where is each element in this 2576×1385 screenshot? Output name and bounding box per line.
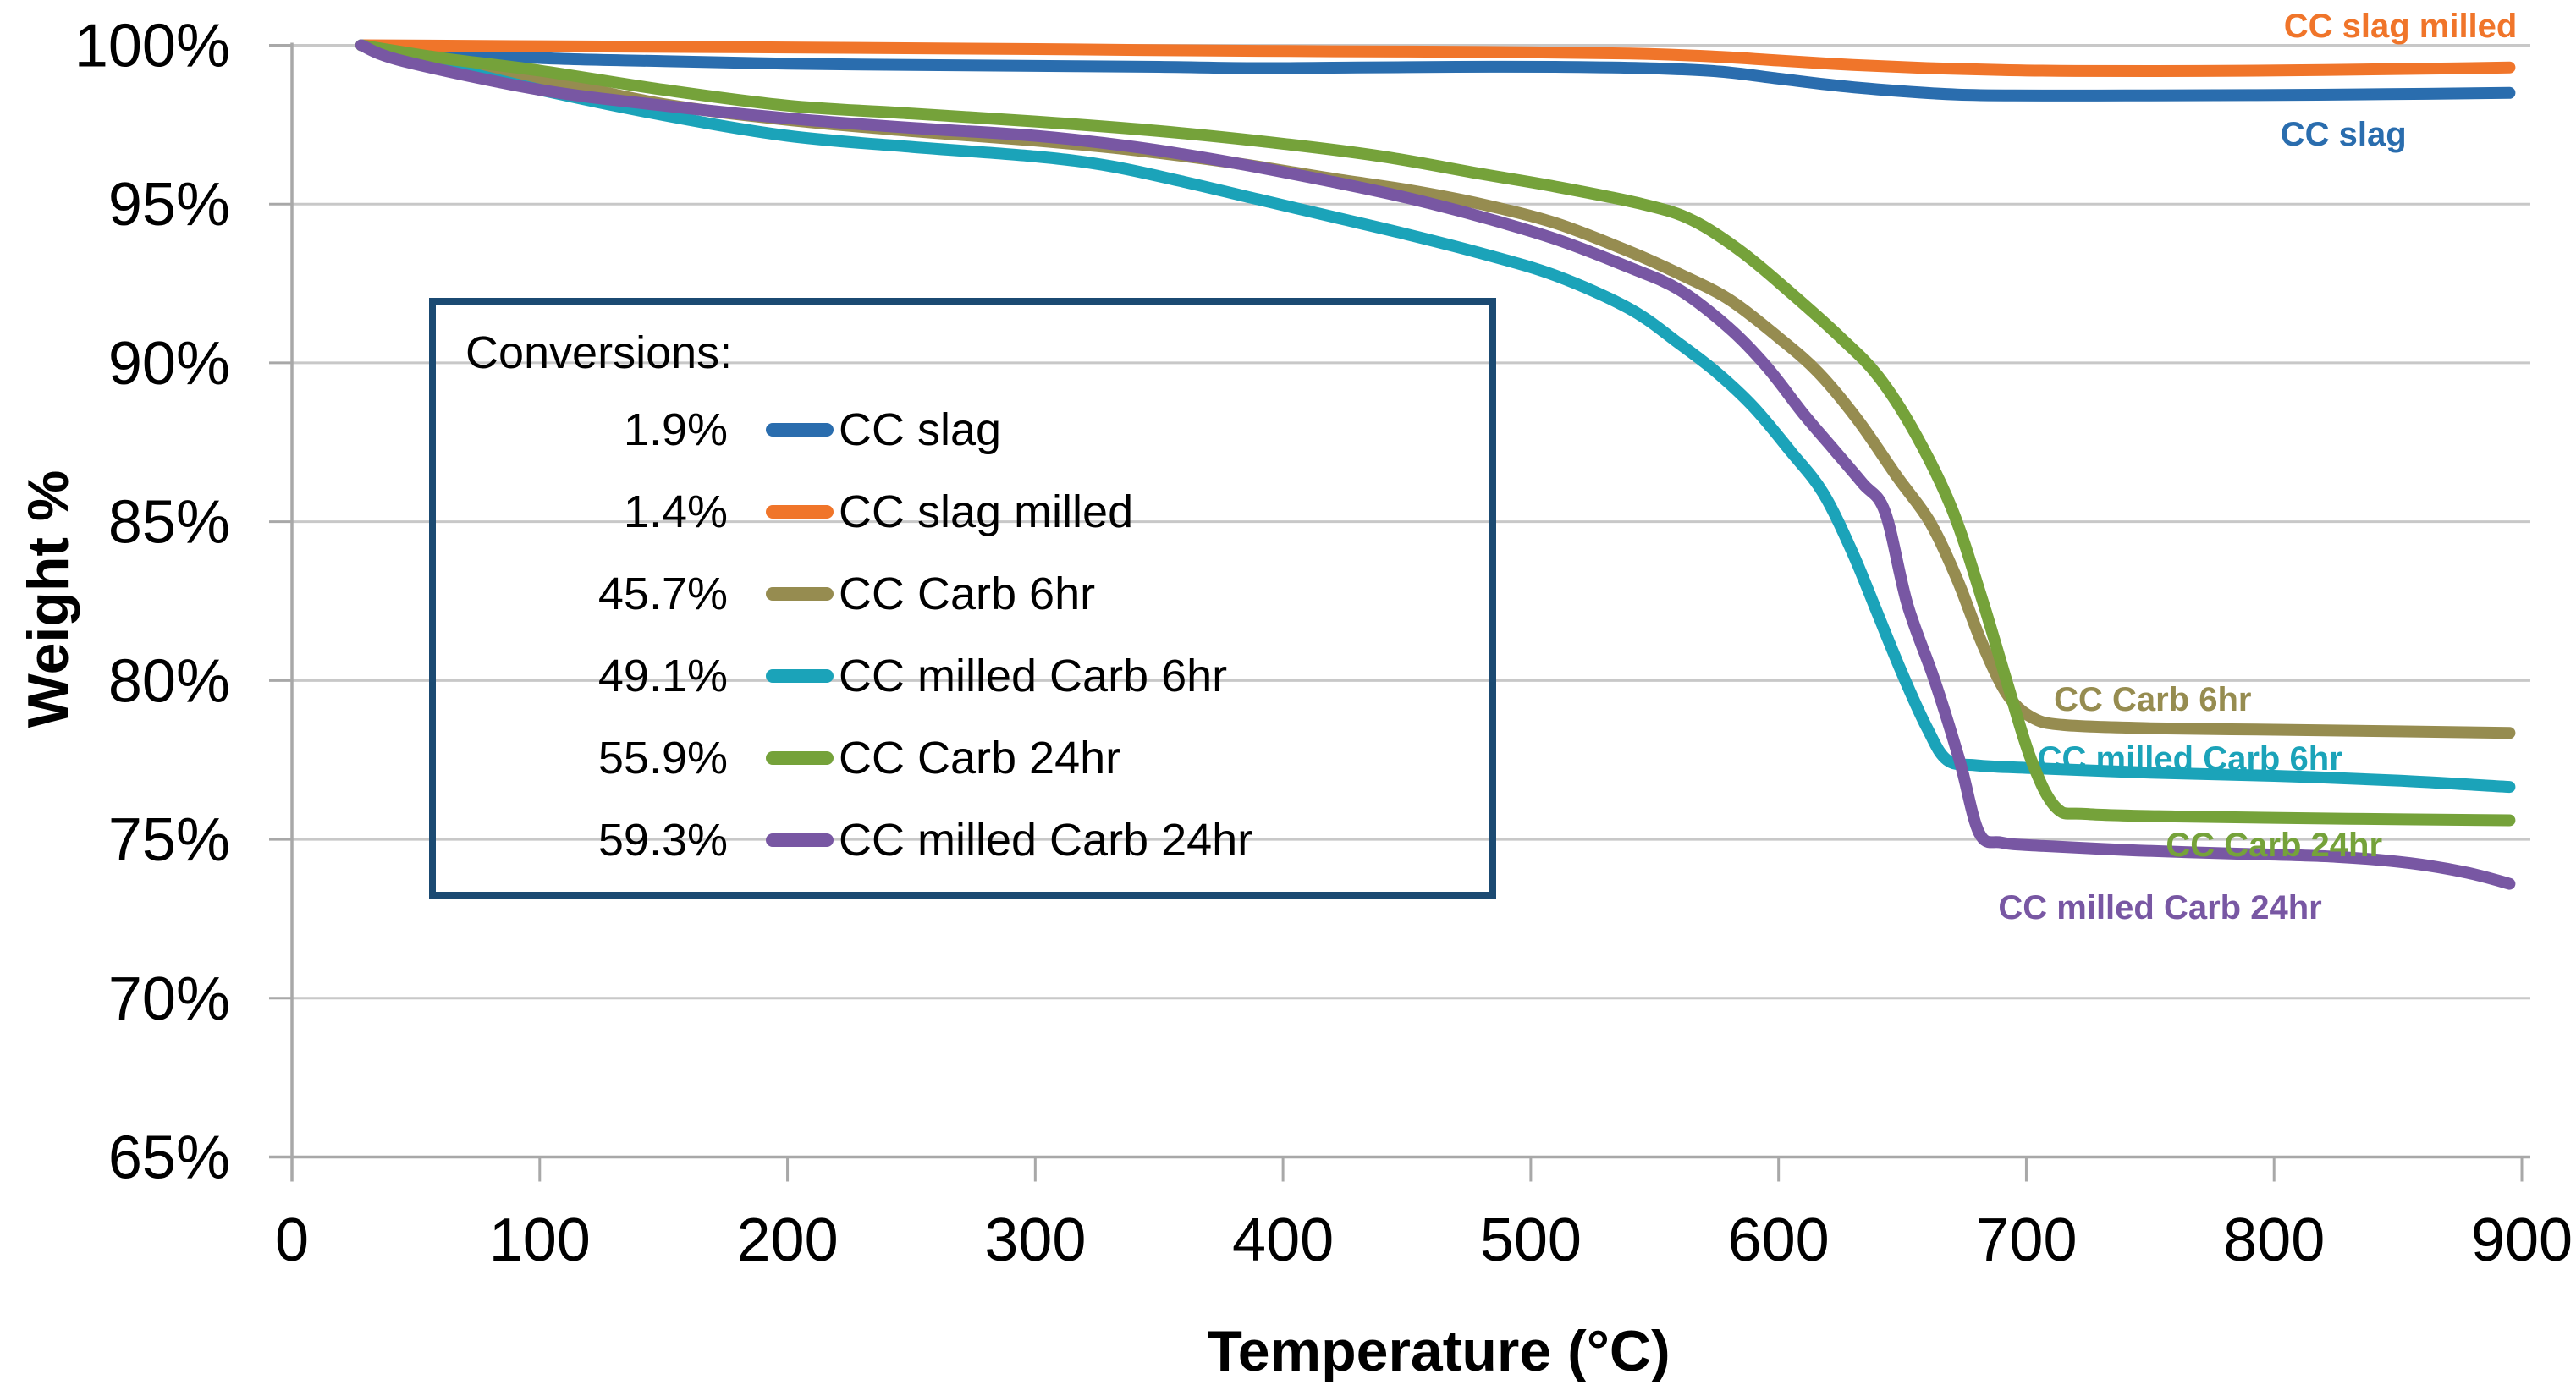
legend-row: 1.9% CC slag bbox=[436, 388, 1489, 470]
axis-layer bbox=[269, 42, 2530, 1182]
legend-conversion-value: 1.9% bbox=[623, 404, 728, 455]
curve-label-cc-carb-6hr: CC Carb 6hr bbox=[2054, 681, 2251, 718]
curve-label-cc-slag: CC slag bbox=[2281, 116, 2407, 153]
legend-rows: 1.9% CC slag 1.4% CC slag milled 45.7% CC Car… bbox=[436, 388, 1489, 881]
y-tick-label: 90% bbox=[108, 330, 230, 398]
x-tick-label: 100 bbox=[489, 1206, 591, 1274]
series-curve-cc-milled-carb-6hr bbox=[355, 39, 2516, 794]
legend-series-label: CC milled Carb 6hr bbox=[839, 650, 1228, 701]
x-tick-label: 300 bbox=[984, 1206, 1086, 1274]
x-tick-label: 900 bbox=[2471, 1206, 2573, 1274]
series-layer bbox=[355, 39, 2516, 890]
legend-conversion-value: 55.9% bbox=[597, 732, 728, 783]
x-tick-label: 500 bbox=[1480, 1206, 1582, 1274]
legend-row: 1.4% CC slag milled bbox=[436, 470, 1489, 552]
legend-series-label: CC Carb 6hr bbox=[839, 568, 1096, 619]
x-tick-label: 800 bbox=[2223, 1206, 2325, 1274]
legend-swatch-icon bbox=[766, 422, 834, 437]
legend-series-label: CC slag milled bbox=[839, 486, 1134, 537]
x-tick-label: 400 bbox=[1232, 1206, 1334, 1274]
series-curve-cc-milled-carb-24hr bbox=[355, 39, 2516, 890]
legend-swatch-icon bbox=[766, 750, 834, 765]
legend-row: 55.9% CC Carb 24hr bbox=[436, 717, 1489, 799]
curve-label-cc-slag-milled: CC slag milled bbox=[2284, 8, 2518, 45]
series-curve-cc-slag-milled bbox=[355, 39, 2516, 78]
y-tick-label: 100% bbox=[74, 13, 230, 80]
legend-conversion-value: 59.3% bbox=[597, 814, 728, 866]
y-tick-label: 80% bbox=[108, 647, 230, 715]
series-curve-cc-slag bbox=[355, 39, 2516, 102]
legend-title: Conversions: bbox=[465, 327, 733, 378]
x-axis-title: Temperature (°C) bbox=[1207, 1319, 1670, 1383]
tick-label-layer: 100% 95% 90% 85% 80% 75% 70% 65% 0 100 200 300 400 50… bbox=[74, 13, 2573, 1275]
legend-series-label: CC slag bbox=[839, 404, 1002, 455]
legend-row: 49.1% CC milled Carb 6hr bbox=[436, 635, 1489, 717]
y-axis-title: Weight % bbox=[16, 470, 80, 728]
legend-swatch-icon bbox=[766, 833, 834, 847]
legend-row: 45.7% CC Carb 6hr bbox=[436, 552, 1489, 635]
x-tick-label: 200 bbox=[736, 1206, 838, 1274]
legend-series-label: CC milled Carb 24hr bbox=[839, 814, 1253, 866]
legend-series-label: CC Carb 24hr bbox=[839, 732, 1121, 783]
y-tick-label: 85% bbox=[108, 489, 230, 557]
legend-swatch-icon bbox=[766, 504, 834, 519]
curve-label-cc-milled-carb-24hr: CC milled Carb 24hr bbox=[1998, 889, 2321, 926]
legend-conversion-value: 1.4% bbox=[623, 486, 728, 537]
grid-layer bbox=[292, 44, 2530, 1158]
legend-box: Conversions: 1.9% CC slag 1.4% CC slag mill… bbox=[429, 298, 1496, 899]
curve-label-cc-milled-carb-6hr: CC milled Carb 6hr bbox=[2038, 740, 2342, 778]
series-curve-cc-carb-24hr bbox=[355, 39, 2516, 827]
y-tick-label: 75% bbox=[108, 806, 230, 874]
x-tick-label: 600 bbox=[1728, 1206, 1830, 1274]
y-tick-label: 65% bbox=[108, 1124, 230, 1192]
legend-conversion-value: 49.1% bbox=[597, 650, 728, 701]
x-tick-label: 0 bbox=[275, 1206, 309, 1274]
legend-swatch-icon bbox=[766, 668, 834, 683]
curve-label-layer: CC slag CC slag milled CC Carb 6hr CC mille… bbox=[1998, 8, 2517, 926]
curve-label-cc-carb-24hr: CC Carb 24hr bbox=[2166, 827, 2382, 864]
legend-row: 59.3% CC milled Carb 24hr bbox=[436, 799, 1489, 881]
y-tick-label: 95% bbox=[108, 171, 230, 239]
legend-conversion-value: 45.7% bbox=[597, 568, 728, 619]
y-tick-label: 70% bbox=[108, 965, 230, 1033]
x-tick-label: 700 bbox=[1975, 1206, 2077, 1274]
legend-swatch-icon bbox=[766, 586, 834, 601]
